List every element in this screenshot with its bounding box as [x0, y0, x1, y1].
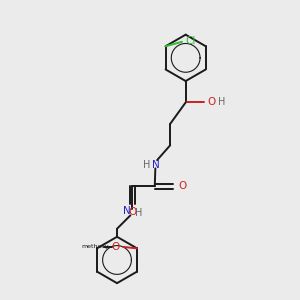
Text: H: H [135, 208, 142, 218]
Text: H: H [143, 160, 150, 170]
Text: O: O [178, 181, 186, 191]
Text: O: O [207, 98, 216, 107]
Text: N: N [152, 160, 160, 170]
Text: Cl: Cl [186, 36, 196, 46]
Text: methoxy: methoxy [81, 244, 109, 249]
Text: N: N [123, 206, 131, 216]
Text: H: H [218, 97, 225, 106]
Text: O: O [112, 242, 120, 252]
Text: O: O [128, 207, 136, 217]
